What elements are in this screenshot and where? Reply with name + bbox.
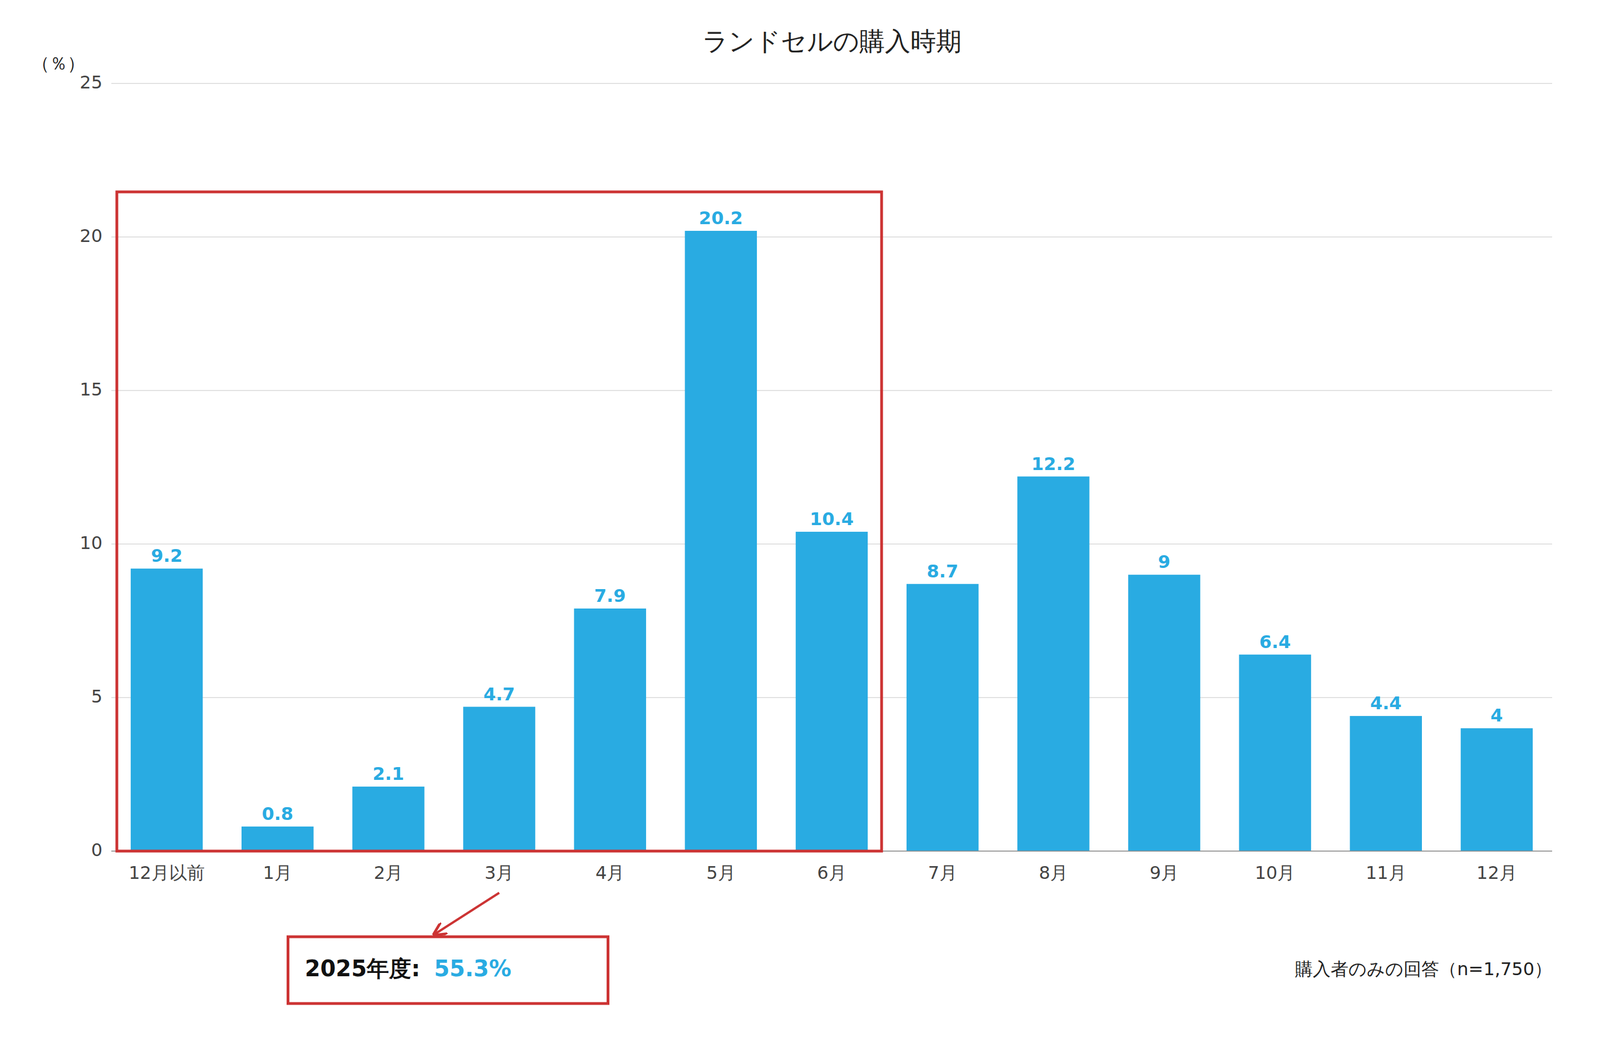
x-tick-label: 11月 xyxy=(1365,862,1407,884)
data-label: 6.4 xyxy=(1259,631,1292,653)
chart: ランドセルの購入時期 （％） 0 5 10 15 20 25 9.2 0.8 2.1 4.7 7.9 20… xyxy=(0,0,1600,1043)
bar xyxy=(130,568,203,852)
data-label: 4.4 xyxy=(1370,692,1402,715)
x-tick-label: 9月 xyxy=(1149,862,1179,884)
bar xyxy=(573,608,646,852)
bar xyxy=(1128,574,1200,852)
x-tick-label: 12月以前 xyxy=(128,862,205,884)
y-tick-label: 10 xyxy=(79,532,103,554)
bar xyxy=(795,532,868,852)
bar xyxy=(241,826,314,852)
y-tick-label: 0 xyxy=(91,839,103,861)
annotation-arrow xyxy=(434,893,500,935)
x-tick-label: 6月 xyxy=(816,862,846,884)
x-tick-label: 2月 xyxy=(373,862,403,884)
data-label: 2.1 xyxy=(372,763,405,785)
data-label: 4.7 xyxy=(483,683,516,706)
annotation-box xyxy=(288,937,609,1004)
data-label: 8.7 xyxy=(926,560,959,583)
bar xyxy=(1017,476,1090,852)
data-label: 0.8 xyxy=(261,803,294,825)
bar xyxy=(685,230,757,852)
y-tick-label: 20 xyxy=(79,225,103,247)
x-tick-label: 12月 xyxy=(1476,862,1518,884)
y-tick-label: 15 xyxy=(79,378,103,401)
grid-line xyxy=(111,82,1553,85)
bar xyxy=(1238,655,1311,852)
x-tick-label: 4月 xyxy=(595,862,625,884)
grid-line xyxy=(111,390,1553,392)
y-tick-label: 25 xyxy=(79,71,103,93)
bar xyxy=(1350,716,1422,852)
x-tick-label: 10月 xyxy=(1254,862,1296,884)
x-tick-label: 1月 xyxy=(263,862,293,884)
data-label: 9 xyxy=(1158,551,1171,573)
x-tick-label: 8月 xyxy=(1039,862,1068,884)
bar xyxy=(352,786,425,852)
x-tick-label: 3月 xyxy=(484,862,514,884)
x-tick-label: 5月 xyxy=(706,862,736,884)
annotation-value: 55.3% xyxy=(434,956,512,982)
bar xyxy=(463,707,535,852)
grid-line xyxy=(111,236,1553,238)
y-tick-label: 5 xyxy=(91,686,103,708)
bar xyxy=(1460,728,1533,852)
y-axis-label: （％） xyxy=(31,52,86,75)
data-label: 4 xyxy=(1490,705,1503,727)
data-label: 7.9 xyxy=(594,585,627,607)
note: 購入者のみの回答（n=1,750） xyxy=(1295,958,1553,981)
title: ランドセルの購入時期 xyxy=(702,26,962,57)
data-label: 12.2 xyxy=(1031,453,1076,475)
data-label: 10.4 xyxy=(809,508,854,530)
bars xyxy=(130,230,1533,852)
data-label: 9.2 xyxy=(150,545,183,567)
annotation-text: 2025年度: xyxy=(304,956,421,982)
bar xyxy=(906,584,979,852)
x-tick-label: 7月 xyxy=(927,862,957,884)
highlight-box xyxy=(116,192,882,852)
data-label: 20.2 xyxy=(698,207,743,229)
